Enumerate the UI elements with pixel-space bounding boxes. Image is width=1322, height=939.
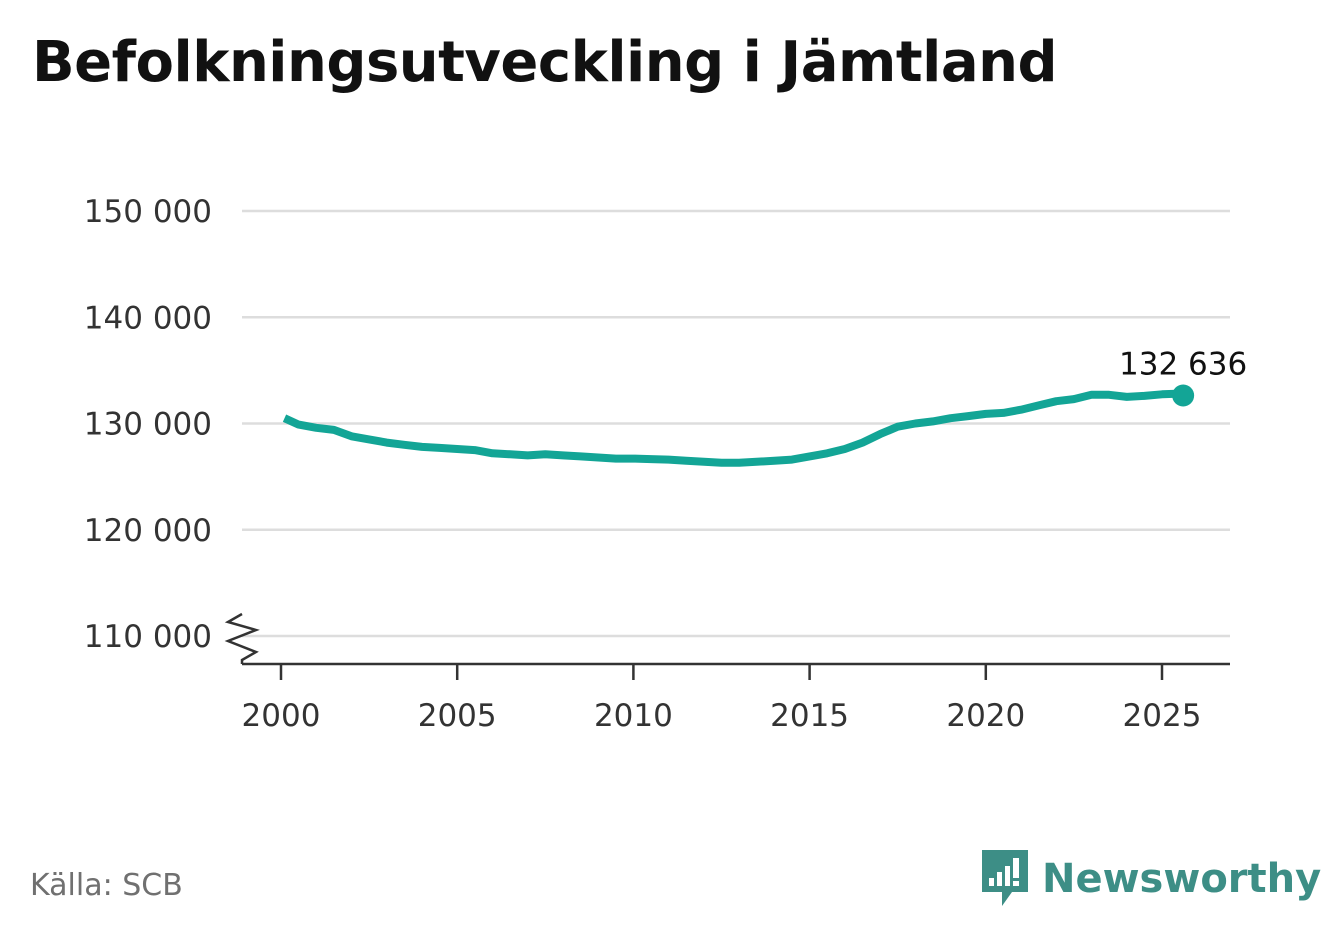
x-tick-label: 2015 [770, 698, 849, 734]
series-befolkning: 132 636 [282, 346, 1247, 467]
chart-title: Befolkningsutveckling i Jämtland [32, 30, 1058, 95]
logo-text: Newsworthy [1042, 856, 1322, 902]
newsworthy-logo-icon [982, 850, 1028, 906]
gridlines [242, 209, 1230, 638]
y-tick-labels: 110 000 120 000 130 000 140 000 150 000 [84, 194, 212, 655]
x-tick-label: 2010 [594, 698, 673, 734]
y-tick-label: 120 000 [84, 513, 212, 549]
source-label: Källa: SCB [30, 868, 183, 903]
x-axis [224, 612, 1230, 666]
last-value-label: 132 636 [1119, 346, 1247, 382]
series-line [282, 389, 1185, 467]
y-tick-label: 150 000 [84, 194, 212, 230]
y-tick-label: 130 000 [84, 407, 212, 443]
x-tick-label: 2025 [1123, 698, 1202, 734]
x-ticks: 2000 2005 2010 2015 2020 2025 [242, 664, 1202, 734]
y-tick-label: 140 000 [84, 300, 212, 336]
x-tick-label: 2020 [946, 698, 1025, 734]
newsworthy-logo: Newsworthy [980, 848, 1321, 910]
y-axis-break-icon [224, 612, 260, 664]
y-tick-label: 110 000 [84, 619, 212, 655]
x-tick-label: 2005 [418, 698, 497, 734]
last-point-marker [1172, 384, 1195, 407]
x-tick-label: 2000 [242, 698, 321, 734]
